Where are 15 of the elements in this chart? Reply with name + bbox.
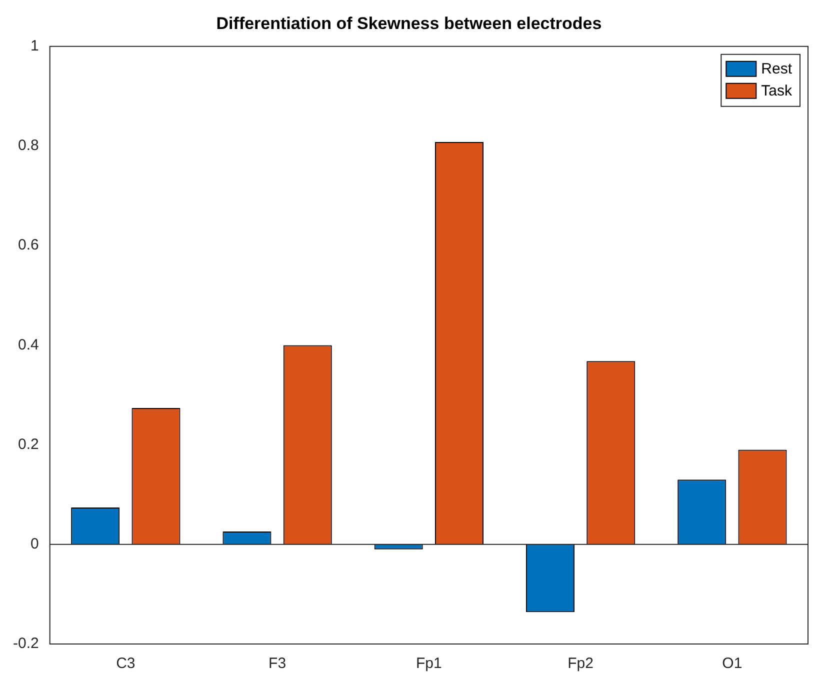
legend-label: Task <box>761 82 792 100</box>
x-tick-label: O1 <box>722 655 742 672</box>
x-tick-label: F3 <box>268 655 286 672</box>
y-tick-label: 1 <box>30 38 39 55</box>
y-tick-label: 0 <box>30 536 39 553</box>
y-tick-label: 0.8 <box>18 137 39 154</box>
y-tick-label: 0.6 <box>18 236 39 254</box>
x-tick-label: C3 <box>116 655 136 672</box>
x-tick-label: Fp1 <box>416 655 442 672</box>
x-tick-label: Fp2 <box>568 655 594 672</box>
legend-label: Rest <box>761 60 793 78</box>
chart-title: Differentiation of Skewness between electrodes <box>216 14 602 33</box>
y-tick-label: -0.2 <box>12 635 39 652</box>
y-tick-label: 0.2 <box>18 436 39 453</box>
y-tick-label: 0.4 <box>18 336 39 354</box>
